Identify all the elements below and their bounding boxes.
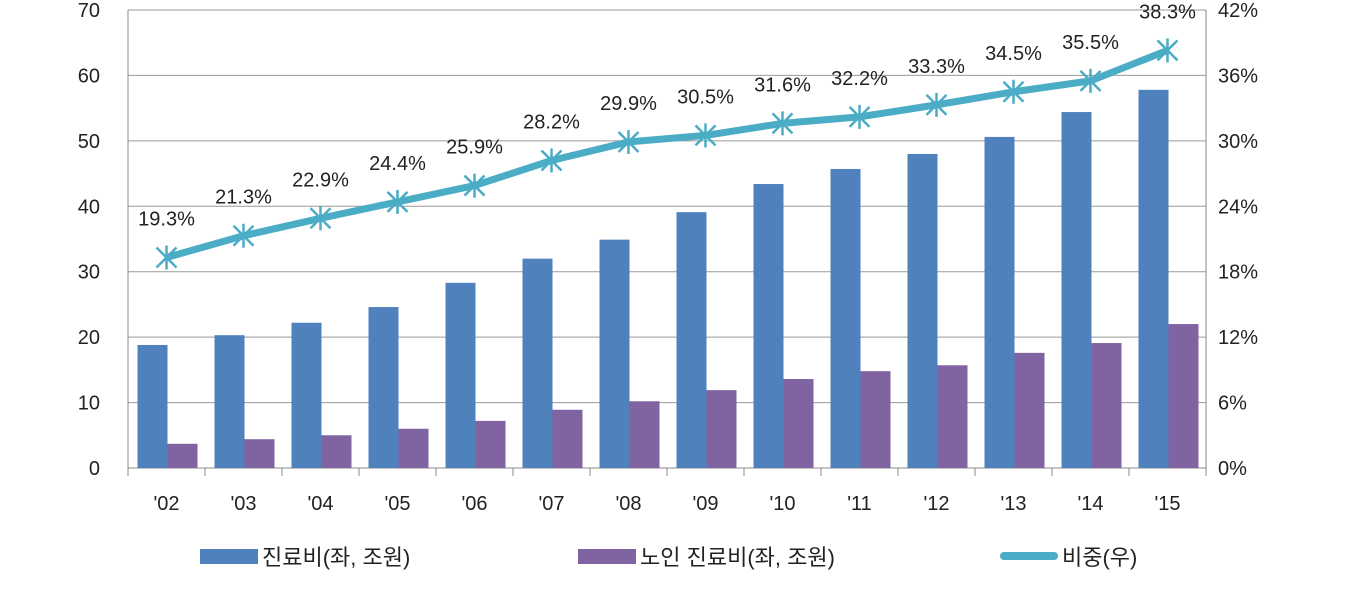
bar-elderly bbox=[783, 379, 814, 468]
bar-elderly bbox=[629, 401, 660, 468]
bar-total bbox=[445, 282, 476, 468]
y2-tick-label: 36% bbox=[1218, 65, 1258, 87]
bar-total bbox=[599, 239, 630, 468]
x-tick-label: '06 bbox=[461, 493, 487, 515]
x-tick-label: '03 bbox=[230, 493, 256, 515]
x-tick-label: '08 bbox=[615, 493, 641, 515]
data-label: 28.2% bbox=[523, 111, 580, 133]
bar-elderly bbox=[706, 390, 737, 468]
data-label: 38.3% bbox=[1139, 1, 1196, 23]
x-tick-label: '14 bbox=[1077, 493, 1103, 515]
data-label: 21.3% bbox=[215, 187, 272, 209]
bar-total bbox=[368, 307, 399, 468]
ratio-marker bbox=[925, 92, 948, 117]
x-tick-label: '04 bbox=[307, 493, 333, 515]
data-label: 25.9% bbox=[446, 137, 503, 159]
data-label: 32.2% bbox=[831, 68, 888, 90]
bar-total bbox=[291, 322, 322, 468]
bar-elderly bbox=[1168, 324, 1199, 468]
bar-total bbox=[214, 335, 245, 468]
data-label: 31.6% bbox=[754, 74, 811, 96]
legend-label: 노인 진료비(좌, 조원) bbox=[640, 545, 835, 570]
legend-label: 진료비(좌, 조원) bbox=[262, 545, 411, 570]
ratio-marker bbox=[540, 148, 563, 173]
ratio-marker bbox=[155, 245, 178, 270]
legend-item-2: 노인 진료비(좌, 조원) bbox=[578, 540, 835, 572]
bar-total bbox=[907, 153, 938, 468]
y-tick-label: 60 bbox=[78, 65, 100, 87]
y2-tick-label: 24% bbox=[1218, 196, 1258, 218]
x-tick-label: '09 bbox=[692, 493, 718, 515]
y-tick-label: 40 bbox=[78, 196, 100, 218]
x-tick-label: '15 bbox=[1154, 493, 1180, 515]
bar-elderly bbox=[321, 435, 352, 468]
bar-total bbox=[1138, 89, 1169, 468]
legend-item-1: 진료비(좌, 조원) bbox=[200, 540, 410, 572]
ratio-line bbox=[165, 47, 1169, 261]
data-label: 19.3% bbox=[138, 209, 195, 231]
y-tick-label: 0 bbox=[89, 458, 100, 480]
y2-tick-label: 30% bbox=[1218, 131, 1258, 153]
y-tick-label: 30 bbox=[78, 262, 100, 284]
bar-elderly bbox=[244, 439, 275, 468]
chart-plot: 0 10 20 30 40 50 60 70 0% 6% 12% 18% 24% 30% 36% 42% '02… bbox=[78, 0, 1258, 515]
bar-total bbox=[984, 136, 1015, 468]
ratio-marker bbox=[1156, 38, 1179, 63]
bar-elderly bbox=[1014, 352, 1045, 468]
legend: 진료비(좌, 조원) 노인 진료비(좌, 조원) 비중(우) bbox=[0, 540, 1370, 580]
bar-elderly bbox=[167, 443, 198, 468]
data-label: 29.9% bbox=[600, 93, 657, 115]
bar-total bbox=[137, 344, 168, 468]
x-tick-label: '13 bbox=[1000, 493, 1026, 515]
bar-elderly bbox=[1091, 343, 1122, 468]
bar-total bbox=[676, 212, 707, 468]
data-label: 33.3% bbox=[908, 56, 965, 78]
bar-elderly bbox=[552, 409, 583, 468]
ratio-marker bbox=[309, 206, 332, 231]
y2-tick-label: 6% bbox=[1218, 393, 1247, 415]
bar-elderly bbox=[475, 420, 506, 468]
data-label: 24.4% bbox=[369, 153, 426, 175]
ratio-marker bbox=[232, 223, 255, 248]
y-tick-label: 50 bbox=[78, 131, 100, 153]
data-label: 30.5% bbox=[677, 86, 734, 108]
x-tick-label: '10 bbox=[769, 493, 795, 515]
data-label: 35.5% bbox=[1062, 32, 1119, 54]
x-tick-label: '07 bbox=[538, 493, 564, 515]
bar-total bbox=[1061, 112, 1092, 468]
x-tick-label: '12 bbox=[923, 493, 949, 515]
bar-elderly bbox=[398, 428, 429, 468]
bar-elderly bbox=[860, 371, 891, 468]
legend-item-3: 비중(우) bbox=[1000, 540, 1137, 572]
legend-label: 비중(우) bbox=[1062, 545, 1138, 570]
legend-swatch-blue bbox=[200, 548, 258, 564]
bar-total bbox=[830, 168, 861, 468]
x-tick-label: '05 bbox=[384, 493, 410, 515]
y2-tick-label: 42% bbox=[1218, 0, 1258, 22]
x-tick-label: '02 bbox=[153, 493, 179, 515]
ratio-marker bbox=[1079, 68, 1102, 93]
data-label: 34.5% bbox=[985, 43, 1042, 65]
ratio-marker bbox=[1002, 79, 1025, 104]
bar-total bbox=[522, 258, 553, 468]
legend-swatch-line bbox=[1000, 552, 1058, 560]
bar-total bbox=[753, 184, 784, 469]
ratio-marker bbox=[771, 111, 794, 136]
x-tick-label: '11 bbox=[847, 493, 872, 515]
ratio-marker bbox=[848, 104, 871, 129]
bar-elderly bbox=[937, 365, 968, 468]
ratio-marker bbox=[386, 189, 409, 214]
ratio-marker bbox=[463, 173, 486, 198]
y-tick-label: 10 bbox=[78, 393, 100, 415]
y2-tick-label: 0% bbox=[1218, 458, 1247, 480]
y2-tick-label: 18% bbox=[1218, 262, 1258, 284]
data-label: 22.9% bbox=[292, 169, 349, 191]
y-tick-label: 70 bbox=[78, 0, 100, 22]
legend-swatch-purple bbox=[578, 548, 636, 564]
ratio-marker bbox=[617, 129, 640, 154]
y2-tick-label: 12% bbox=[1218, 327, 1258, 349]
y-tick-label: 20 bbox=[78, 327, 100, 349]
ratio-marker bbox=[694, 123, 717, 148]
